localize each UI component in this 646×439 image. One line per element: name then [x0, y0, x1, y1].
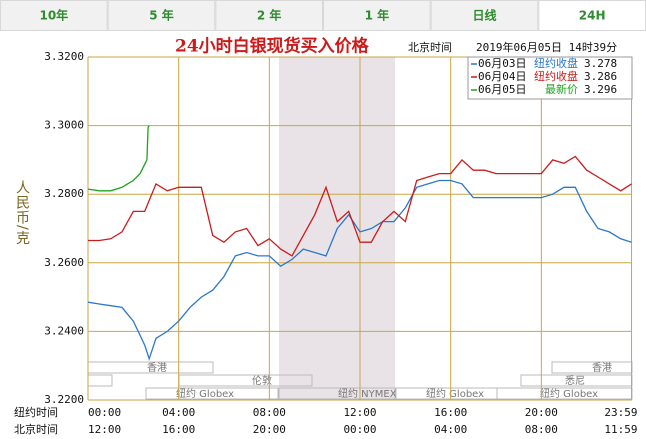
legend-box — [467, 56, 633, 100]
x-tick-label: 08:00 — [253, 406, 286, 419]
tab-label[interactable]: 日线 — [472, 8, 496, 23]
y-axis-label: 人民币/克 — [14, 180, 30, 246]
x2-tick-label: 11:59 — [604, 423, 637, 436]
series-line — [88, 155, 632, 257]
legend-value: 3.278 — [584, 57, 617, 70]
series-line — [87, 179, 632, 361]
y-tick-label: 3.3000 — [44, 119, 84, 132]
y-tick-label: 3.2400 — [44, 324, 84, 337]
session-label: 香港 — [147, 362, 167, 374]
legend-label: 纽约收盘 — [534, 56, 578, 70]
tab-label[interactable]: 2 年 — [257, 8, 282, 23]
tab-label[interactable]: 24H — [579, 9, 606, 23]
session-label: 纽约 NYMEX — [338, 387, 397, 400]
x2-tick-label: 00:00 — [343, 423, 376, 436]
session-box — [145, 387, 279, 400]
x-tick-label: 16:00 — [434, 406, 467, 419]
y-tick-label: 3.2600 — [44, 256, 84, 269]
session-label: 香港 — [592, 362, 612, 374]
y-tick-label: 3.2800 — [44, 187, 84, 200]
session-label: 悉尼 — [565, 375, 585, 387]
legend-name: 06月05日 — [478, 83, 527, 96]
legend-value: 3.296 — [584, 83, 617, 96]
tab[interactable] — [215, 0, 323, 31]
tab-label[interactable]: 1 年 — [365, 8, 390, 23]
chart-title: 24小时白银现货买入价格 — [175, 36, 370, 57]
subtitle-time: 2019年06月05日 14时39分 — [476, 40, 617, 54]
x-tick-label: 23:59 — [604, 406, 637, 419]
session-box — [278, 387, 396, 400]
legend-name: 06月03日 — [478, 57, 527, 70]
series-line — [87, 125, 150, 192]
tab[interactable] — [107, 0, 216, 31]
legend-name: 06月04日 — [478, 70, 527, 83]
x-tick-label: 04:00 — [162, 406, 195, 419]
x2-tick-label: 04:00 — [434, 423, 467, 436]
tab-label[interactable]: 10年 — [39, 8, 68, 23]
y-tick-label: 3.2200 — [44, 393, 84, 406]
legend-value: 3.286 — [584, 70, 617, 83]
session-label: 纽约 Globex — [176, 387, 234, 400]
y-tick-label: 3.3200 — [44, 50, 84, 63]
session-label: 纽约 Globex — [540, 387, 598, 400]
session-label: 纽约 Globex — [426, 387, 484, 400]
x2-tick-label: 16:00 — [162, 423, 195, 436]
x-tick-label: 00:00 — [88, 406, 121, 419]
legend-label: 纽约收盘 — [534, 69, 578, 83]
tab-bar: 10年 5 年 2 年 1 年 日线 24H — [0, 0, 646, 31]
x-tick-label: 20:00 — [525, 406, 558, 419]
x2-tick-label: 12:00 — [88, 423, 121, 436]
legend-label: 最新价 — [545, 82, 578, 96]
session-label: 伦敦 — [252, 374, 272, 387]
tab[interactable] — [323, 0, 431, 31]
tab-label[interactable]: 5 年 — [149, 8, 174, 23]
x2-row-label: 北京时间 — [14, 422, 58, 436]
tab[interactable] — [430, 0, 539, 31]
x-row-label: 纽约时间 — [14, 405, 58, 419]
x2-tick-label: 08:00 — [525, 423, 558, 436]
subtitle-label: 北京时间 — [408, 40, 452, 54]
x2-tick-label: 20:00 — [253, 423, 286, 436]
tab[interactable] — [0, 0, 108, 31]
x-tick-label: 12:00 — [343, 406, 376, 419]
